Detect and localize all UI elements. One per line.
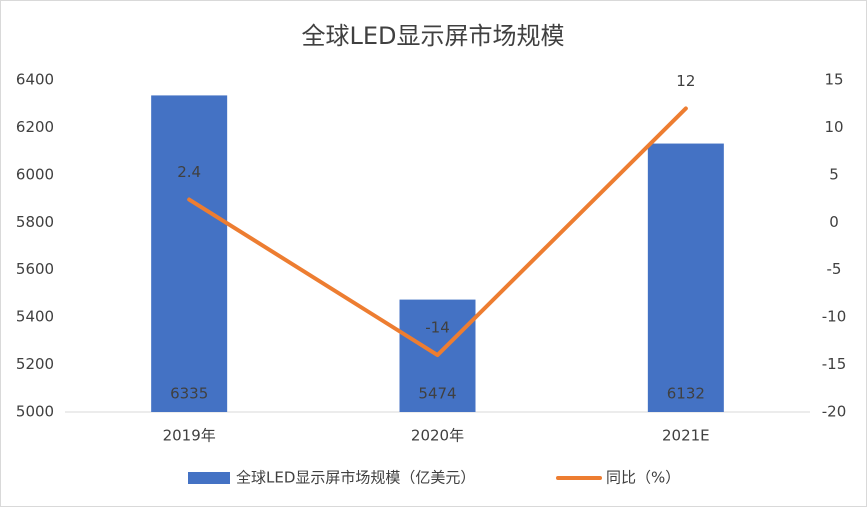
legend-label: 同比（%）	[606, 469, 680, 487]
bar-value-label: 6335	[170, 385, 208, 403]
y-tick-label: 5400	[16, 308, 54, 326]
y-tick-label: 5000	[16, 403, 54, 421]
y-tick-label: 5200	[16, 355, 54, 373]
y2-tick-label: -15	[822, 355, 847, 373]
y-tick-label: 6400	[16, 71, 54, 89]
y2-tick-label: 15	[824, 71, 843, 89]
line-value-label: 2.4	[177, 163, 201, 181]
x-tick-label: 2019年	[163, 427, 216, 445]
legend-swatch	[188, 472, 230, 484]
y2-tick-label: -5	[827, 260, 842, 278]
line-value-label: 12	[676, 72, 695, 90]
x-tick-label: 2021E	[662, 427, 710, 445]
y2-tick-label: 10	[824, 118, 843, 136]
legend-label: 全球LED显示屏市场规模（亿美元）	[236, 469, 475, 487]
y2-tick-label: 0	[829, 213, 839, 231]
y-tick-label: 6000	[16, 165, 54, 183]
bar-value-label: 6132	[667, 385, 705, 403]
bar	[647, 143, 724, 412]
bar-value-label: 5474	[418, 385, 456, 403]
y2-tick-label: 5	[829, 165, 839, 183]
chart-title: 全球LED显示屏市场规模	[301, 22, 564, 50]
y-tick-label: 5800	[16, 213, 54, 231]
bar	[151, 95, 228, 413]
x-tick-label: 2020年	[411, 427, 464, 445]
y-tick-label: 5600	[16, 260, 54, 278]
line	[187, 106, 688, 358]
y2-tick-label: -10	[822, 308, 847, 326]
y-tick-label: 6200	[16, 118, 54, 136]
line-value-label: -14	[425, 319, 450, 337]
y2-tick-label: -20	[822, 403, 847, 421]
